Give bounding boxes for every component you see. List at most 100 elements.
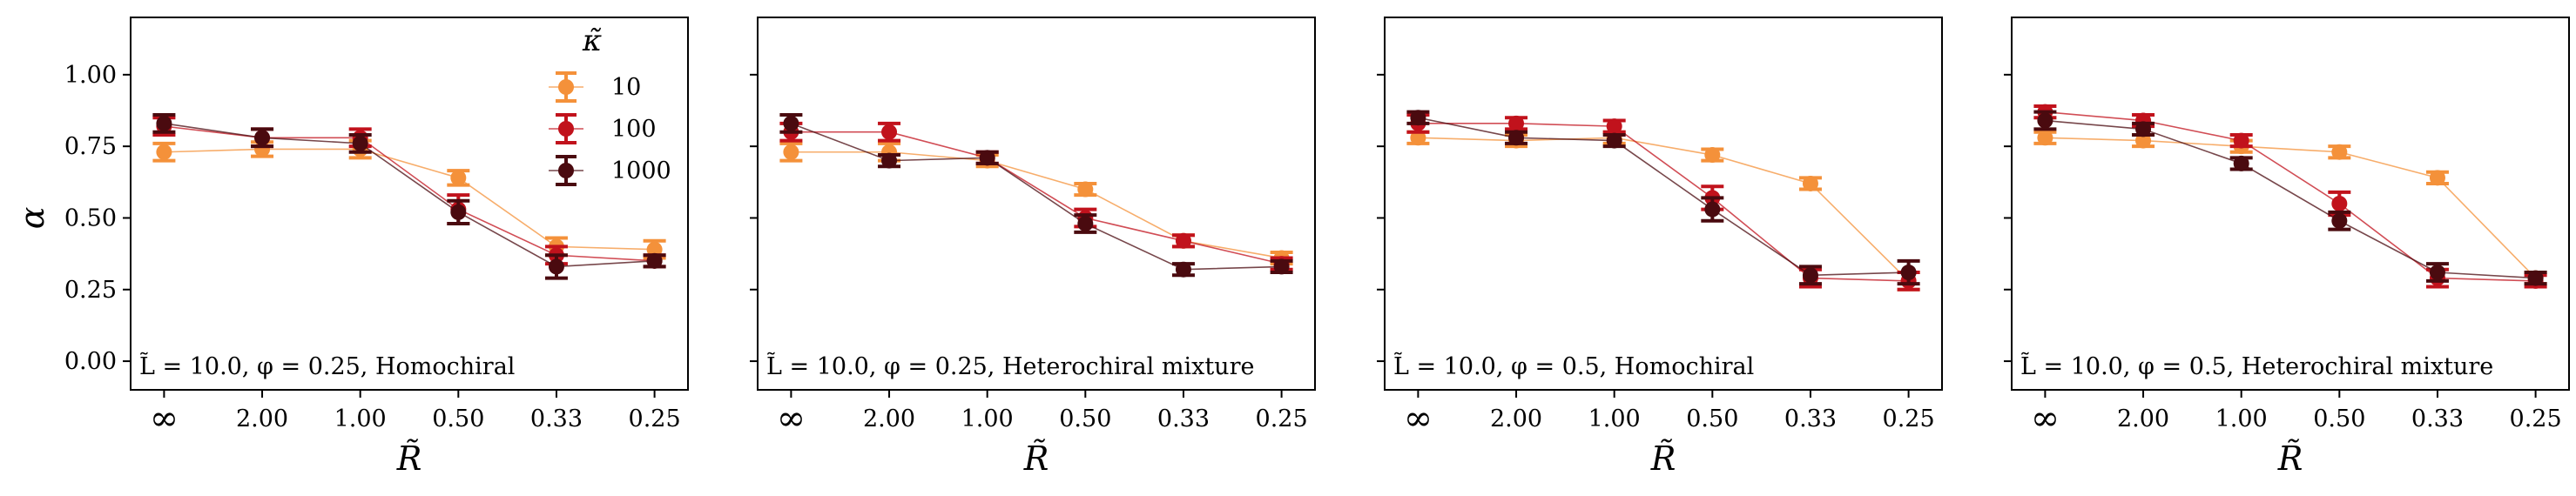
- data-point: [450, 204, 467, 220]
- data-point: [646, 252, 663, 269]
- legend-marker: [558, 163, 574, 178]
- x-tick-label: ∞: [2031, 399, 2060, 439]
- series-line: [2045, 137, 2537, 279]
- series-10: [1406, 130, 1920, 292]
- axes-frame: [2011, 17, 2570, 391]
- data-point: [1175, 261, 1191, 278]
- data-point: [1077, 216, 1094, 232]
- x-tick-label: 1.00: [2215, 406, 2268, 432]
- x-tick-label: 1.00: [961, 406, 1014, 432]
- x-tick-label: 0.33: [2411, 406, 2464, 432]
- series-line: [791, 151, 1282, 259]
- series-100: [152, 116, 666, 269]
- x-tick-label: 0.50: [1686, 406, 1738, 432]
- data-point: [2037, 130, 2053, 146]
- series-line: [164, 125, 655, 262]
- y-tick-label: 0.50: [64, 204, 117, 231]
- series-10: [2033, 130, 2547, 286]
- panel-annotation: L̃ = 10.0, φ = 0.5, Homochiral: [1393, 352, 1754, 380]
- data-point: [2233, 132, 2249, 149]
- legend-label: 100: [611, 116, 657, 143]
- panel-annotation: L̃ = 10.0, φ = 0.25, Homochiral: [139, 352, 515, 380]
- x-axis-title: R̃: [1650, 439, 1676, 478]
- legend-item-10: 10: [549, 71, 641, 103]
- legend-label: 10: [611, 74, 641, 101]
- data-point: [1077, 181, 1094, 198]
- data-point: [1273, 258, 1290, 275]
- data-point: [352, 135, 368, 151]
- series-1000: [779, 112, 1293, 278]
- data-point: [783, 144, 799, 160]
- series-line: [2045, 119, 2536, 279]
- legend-marker: [558, 79, 574, 95]
- series-line: [2045, 111, 2536, 282]
- series-1000: [1406, 110, 1920, 286]
- axes-frame: [130, 17, 689, 391]
- data-point: [1704, 147, 1721, 164]
- x-tick-label: 0.25: [1256, 406, 1308, 432]
- data-point: [881, 152, 898, 169]
- panel-4: ∞ 2.00 1.00 0.50 0.33 0.25 R̃ L̃ = 10.0, φ = 0.…: [2004, 17, 2570, 478]
- x-axis-title: R̃: [1023, 439, 1049, 478]
- data-point: [2037, 112, 2053, 129]
- data-point: [156, 144, 172, 160]
- series-1000: [2033, 110, 2547, 286]
- x-tick-label: 2.00: [1490, 406, 1542, 432]
- series-1000: [152, 112, 666, 280]
- x-tick-label: 2.00: [236, 406, 288, 432]
- x-tick-label: 2.00: [2117, 406, 2169, 432]
- data-point: [783, 115, 799, 131]
- legend-item-1000: 1000: [549, 155, 671, 186]
- data-point: [1606, 132, 1622, 149]
- x-tick-label: 2.00: [863, 406, 915, 432]
- axes-frame: [757, 17, 1316, 391]
- series-line: [164, 148, 655, 251]
- legend-title: κ̃: [582, 23, 602, 58]
- x-tick-label: 0.33: [1784, 406, 1837, 432]
- x-tick-label: ∞: [777, 399, 806, 439]
- x-axis-title: R̃: [396, 439, 422, 478]
- data-point: [881, 124, 898, 140]
- series-10: [779, 141, 1293, 266]
- x-tick-label: 0.25: [2510, 406, 2562, 432]
- series-line: [791, 123, 1282, 271]
- series-line: [791, 131, 1282, 265]
- x-tick-label: 0.50: [1059, 406, 1111, 432]
- x-axis-title: R̃: [2277, 439, 2303, 478]
- series-line: [1418, 123, 1909, 282]
- data-point: [2331, 196, 2348, 211]
- panel-annotation: L̃ = 10.0, φ = 0.25, Heterochiral mixtur…: [766, 352, 1254, 380]
- data-point: [2135, 121, 2152, 137]
- x-tick-label: ∞: [150, 399, 179, 439]
- panel-1: 0.00 0.25 0.50 0.75 1.00 ∞ 2.00 1.00 0.50 0.33 0.2…: [64, 17, 689, 478]
- data-point: [1802, 175, 1818, 191]
- legend-label: 1000: [611, 158, 671, 184]
- data-point: [1802, 267, 1818, 284]
- data-point: [646, 241, 663, 258]
- data-point: [1606, 118, 1622, 135]
- series-100: [1406, 112, 1920, 292]
- data-point: [1508, 130, 1525, 146]
- data-point: [2331, 212, 2348, 229]
- series-10: [152, 138, 666, 260]
- y-tick-label: 0.00: [64, 348, 117, 375]
- panel-3: ∞ 2.00 1.00 0.50 0.33 0.25 R̃ L̃ = 10.0, φ = 0.…: [1377, 17, 1943, 478]
- x-tick-label: 0.25: [629, 406, 681, 432]
- data-point: [2331, 144, 2348, 160]
- x-tick-label: ∞: [1404, 399, 1433, 439]
- legend-marker: [558, 121, 574, 137]
- y-tick-label: 0.75: [64, 133, 117, 160]
- x-tick-label: 0.33: [1157, 406, 1210, 432]
- legend: κ̃ 10 100 1000: [549, 23, 671, 186]
- data-point: [548, 258, 564, 275]
- y-tick-label: 0.25: [64, 277, 117, 304]
- data-point: [979, 150, 995, 166]
- panel-annotation: L̃ = 10.0, φ = 0.5, Heterochiral mixture: [2020, 352, 2493, 380]
- data-point: [2233, 155, 2249, 171]
- data-point: [2429, 265, 2445, 281]
- data-point: [1175, 232, 1191, 249]
- x-tick-label: 0.50: [432, 406, 484, 432]
- x-tick-label: 0.25: [1883, 406, 1935, 432]
- legend-item-100: 100: [549, 113, 657, 144]
